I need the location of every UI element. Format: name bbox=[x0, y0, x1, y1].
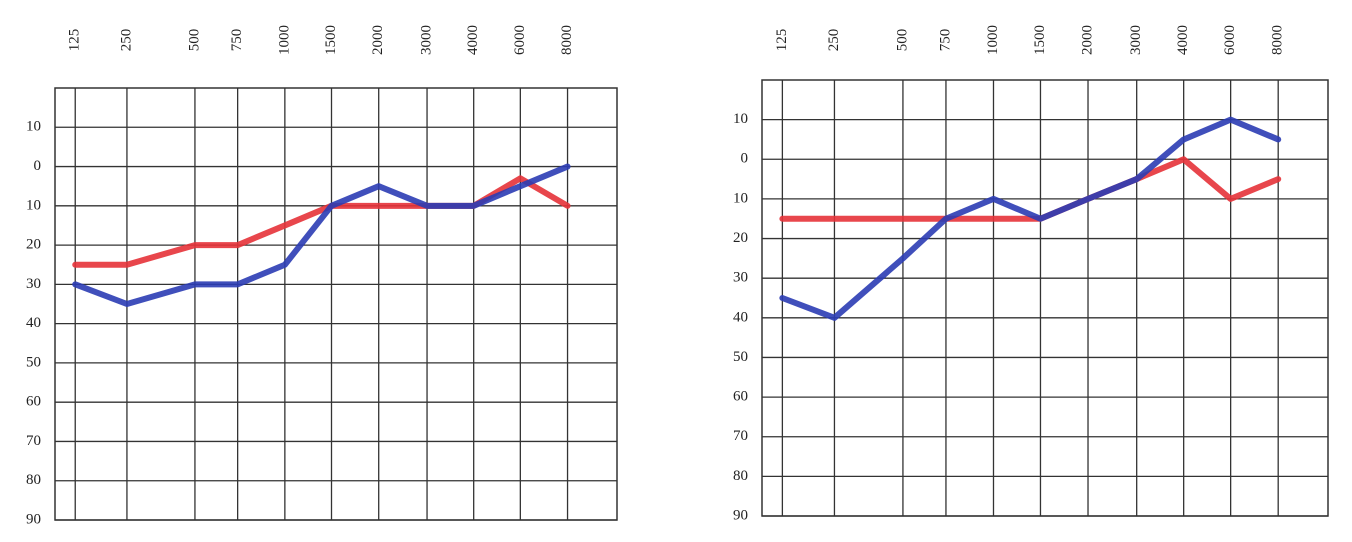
x-tick-label: 6000 bbox=[1222, 25, 1238, 55]
y-tick-label: 80 bbox=[26, 472, 41, 488]
data-line bbox=[779, 156, 1282, 222]
y-tick-label: 40 bbox=[733, 309, 748, 325]
y-tick-label: 40 bbox=[26, 315, 41, 331]
x-tick-label: 1000 bbox=[276, 25, 292, 55]
x-tick-label: 6000 bbox=[512, 25, 528, 55]
x-tick-label: 2000 bbox=[1079, 25, 1095, 55]
y-tick-label: 0 bbox=[741, 151, 749, 167]
x-tick-label: 1500 bbox=[1032, 25, 1048, 55]
y-tick-label: 10 bbox=[733, 111, 748, 127]
x-tick-label: 4000 bbox=[465, 25, 481, 55]
x-tick-label: 750 bbox=[229, 29, 245, 52]
x-tick-label: 8000 bbox=[559, 25, 575, 55]
y-tick-label: 30 bbox=[733, 270, 748, 286]
x-tick-label: 8000 bbox=[1270, 25, 1286, 55]
y-tick-label: 60 bbox=[26, 394, 41, 410]
x-tick-label: 500 bbox=[186, 29, 202, 52]
x-tick-label: 1500 bbox=[323, 25, 339, 55]
x-tick-label: 250 bbox=[118, 29, 134, 52]
plot-frame bbox=[761, 79, 1329, 517]
x-tick-label: 1000 bbox=[985, 25, 1001, 55]
y-tick-label: 10 bbox=[26, 119, 41, 135]
y-tick-label: 60 bbox=[733, 389, 748, 405]
x-tick-label: 4000 bbox=[1175, 25, 1191, 55]
x-tick-label: 500 bbox=[894, 29, 910, 52]
x-tick-label: 250 bbox=[826, 29, 842, 52]
plot-frame bbox=[54, 87, 618, 521]
x-tick-label: 750 bbox=[937, 29, 953, 52]
y-tick-label: 50 bbox=[733, 349, 748, 365]
y-tick-label: 70 bbox=[733, 428, 748, 444]
x-tick-label: 125 bbox=[774, 29, 790, 52]
y-tick-label: 0 bbox=[34, 158, 42, 174]
y-tick-label: 20 bbox=[26, 237, 41, 253]
y-tick-label: 70 bbox=[26, 433, 41, 449]
data-line bbox=[72, 163, 571, 307]
y-tick-label: 90 bbox=[26, 511, 41, 527]
y-tick-label: 10 bbox=[26, 197, 41, 213]
y-tick-label: 30 bbox=[26, 276, 41, 292]
x-tick-label: 2000 bbox=[370, 25, 386, 55]
data-line bbox=[779, 116, 1282, 321]
y-tick-label: 80 bbox=[733, 468, 748, 484]
y-tick-label: 10 bbox=[733, 190, 748, 206]
y-tick-label: 50 bbox=[26, 354, 41, 370]
x-tick-label: 3000 bbox=[1128, 25, 1144, 55]
y-tick-label: 20 bbox=[733, 230, 748, 246]
x-tick-label: 125 bbox=[67, 29, 83, 52]
x-tick-label: 3000 bbox=[418, 25, 434, 55]
y-tick-label: 90 bbox=[733, 507, 748, 523]
